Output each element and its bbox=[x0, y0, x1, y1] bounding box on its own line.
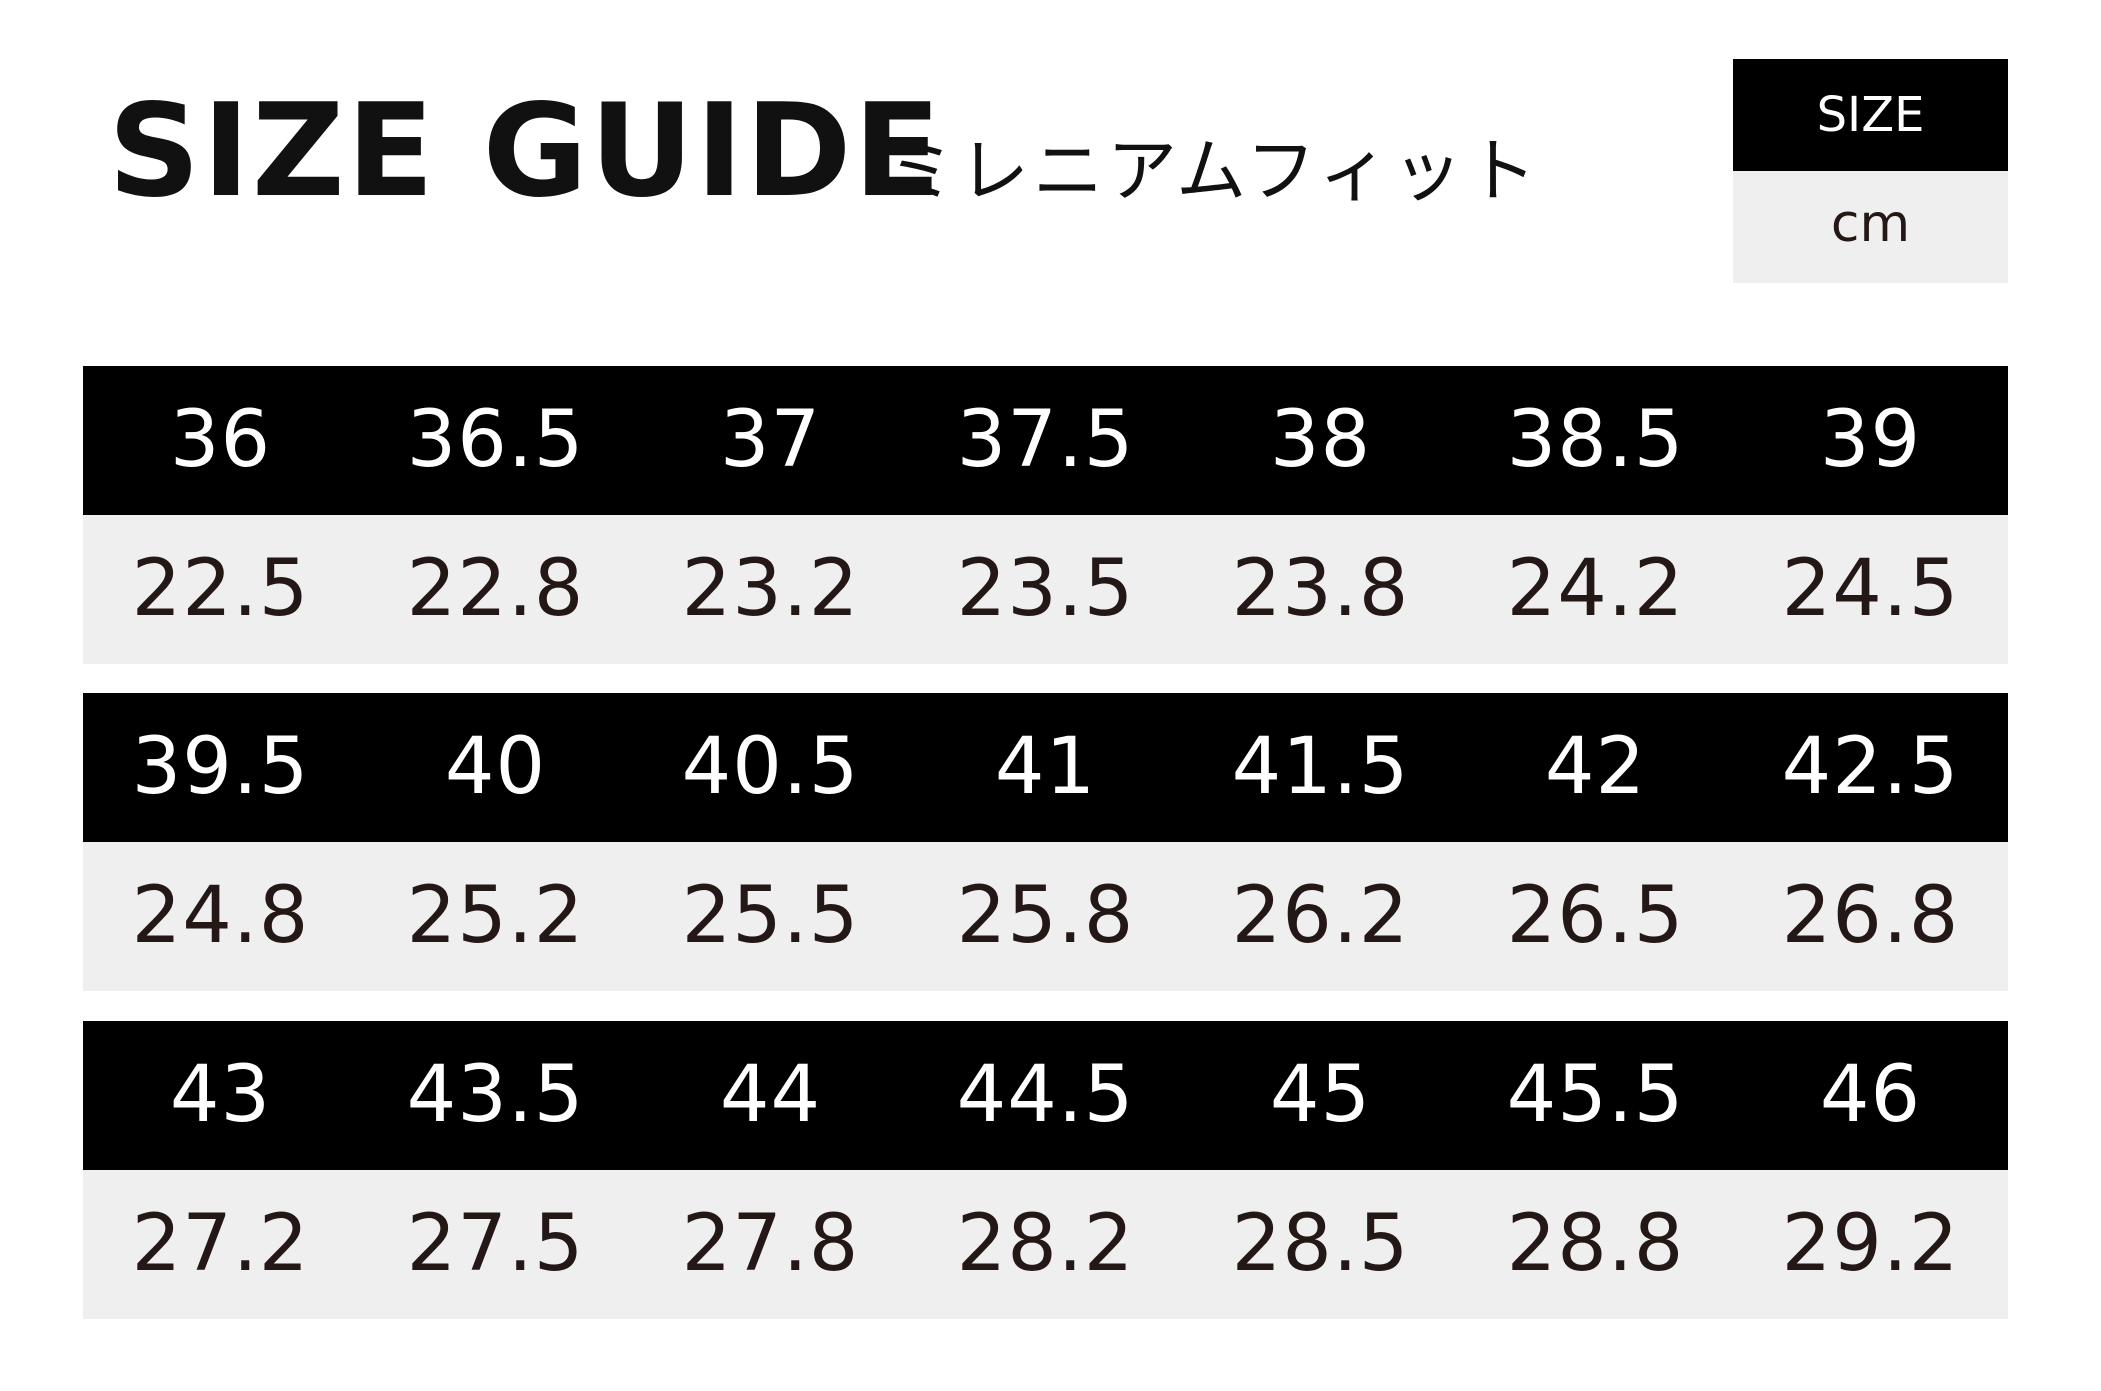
cm-cell: 23.2 bbox=[681, 544, 860, 634]
eu-size-cell: 43 bbox=[169, 1050, 272, 1140]
eu-size-cell: 44.5 bbox=[956, 1050, 1135, 1140]
cm-cell: 27.5 bbox=[406, 1199, 585, 1289]
size-table-block: 43 43.5 44 44.5 45 45.5 46 27.2 27.5 27.8 28.2 28.5… bbox=[83, 1021, 2008, 1319]
eu-size-cell: 37.5 bbox=[956, 395, 1135, 485]
cm-cell: 25.2 bbox=[406, 871, 585, 961]
size-label: SIZE bbox=[1733, 59, 2008, 171]
eu-size-cell: 36 bbox=[169, 395, 272, 485]
page-subtitle: ミレニアムフィット bbox=[885, 130, 1541, 212]
eu-size-cell: 44 bbox=[719, 1050, 822, 1140]
page-title: SIZE GUIDE bbox=[108, 77, 943, 226]
eu-size-cell: 41 bbox=[994, 722, 1097, 812]
cm-cell: 22.8 bbox=[406, 544, 585, 634]
eu-size-cell: 39 bbox=[1819, 395, 1922, 485]
eu-size-cell: 43.5 bbox=[406, 1050, 585, 1140]
cm-cell: 28.8 bbox=[1506, 1199, 1685, 1289]
eu-size-cell: 45.5 bbox=[1506, 1050, 1685, 1140]
eu-size-cell: 40 bbox=[444, 722, 547, 812]
cm-cell: 26.5 bbox=[1506, 871, 1685, 961]
cm-cell: 23.5 bbox=[956, 544, 1135, 634]
eu-size-cell: 40.5 bbox=[681, 722, 860, 812]
eu-size-row: 43 43.5 44 44.5 45 45.5 46 bbox=[83, 1021, 2008, 1170]
eu-size-row: 36 36.5 37 37.5 38 38.5 39 bbox=[83, 366, 2008, 515]
cm-cell: 24.2 bbox=[1506, 544, 1685, 634]
cm-row: 27.2 27.5 27.8 28.2 28.5 28.8 29.2 bbox=[83, 1170, 2008, 1319]
eu-size-cell: 42 bbox=[1544, 722, 1647, 812]
eu-size-cell: 37 bbox=[719, 395, 822, 485]
cm-cell: 26.8 bbox=[1781, 871, 1960, 961]
size-table-block: 39.5 40 40.5 41 41.5 42 42.5 24.8 25.2 25.5 25.8 26… bbox=[83, 693, 2008, 991]
cm-row: 24.8 25.2 25.5 25.8 26.2 26.5 26.8 bbox=[83, 842, 2008, 991]
cm-cell: 24.5 bbox=[1781, 544, 1960, 634]
eu-size-cell: 42.5 bbox=[1781, 722, 1960, 812]
cm-cell: 24.8 bbox=[131, 871, 310, 961]
unit-label: cm bbox=[1733, 171, 2008, 283]
cm-cell: 28.2 bbox=[956, 1199, 1135, 1289]
eu-size-cell: 36.5 bbox=[406, 395, 585, 485]
eu-size-row: 39.5 40 40.5 41 41.5 42 42.5 bbox=[83, 693, 2008, 842]
cm-cell: 26.2 bbox=[1231, 871, 1410, 961]
cm-cell: 27.8 bbox=[681, 1199, 860, 1289]
eu-size-cell: 46 bbox=[1819, 1050, 1922, 1140]
cm-row: 22.5 22.8 23.2 23.5 23.8 24.2 24.5 bbox=[83, 515, 2008, 664]
unit-legend: SIZE cm bbox=[1733, 59, 2008, 283]
eu-size-cell: 38 bbox=[1269, 395, 1372, 485]
eu-size-cell: 38.5 bbox=[1506, 395, 1685, 485]
cm-cell: 27.2 bbox=[131, 1199, 310, 1289]
eu-size-cell: 39.5 bbox=[131, 722, 310, 812]
cm-cell: 22.5 bbox=[131, 544, 310, 634]
cm-cell: 29.2 bbox=[1781, 1199, 1960, 1289]
cm-cell: 23.8 bbox=[1231, 544, 1410, 634]
cm-cell: 28.5 bbox=[1231, 1199, 1410, 1289]
eu-size-cell: 41.5 bbox=[1231, 722, 1410, 812]
eu-size-cell: 45 bbox=[1269, 1050, 1372, 1140]
cm-cell: 25.5 bbox=[681, 871, 860, 961]
size-table-block: 36 36.5 37 37.5 38 38.5 39 22.5 22.8 23.2 23.5 23.8… bbox=[83, 366, 2008, 664]
cm-cell: 25.8 bbox=[956, 871, 1135, 961]
